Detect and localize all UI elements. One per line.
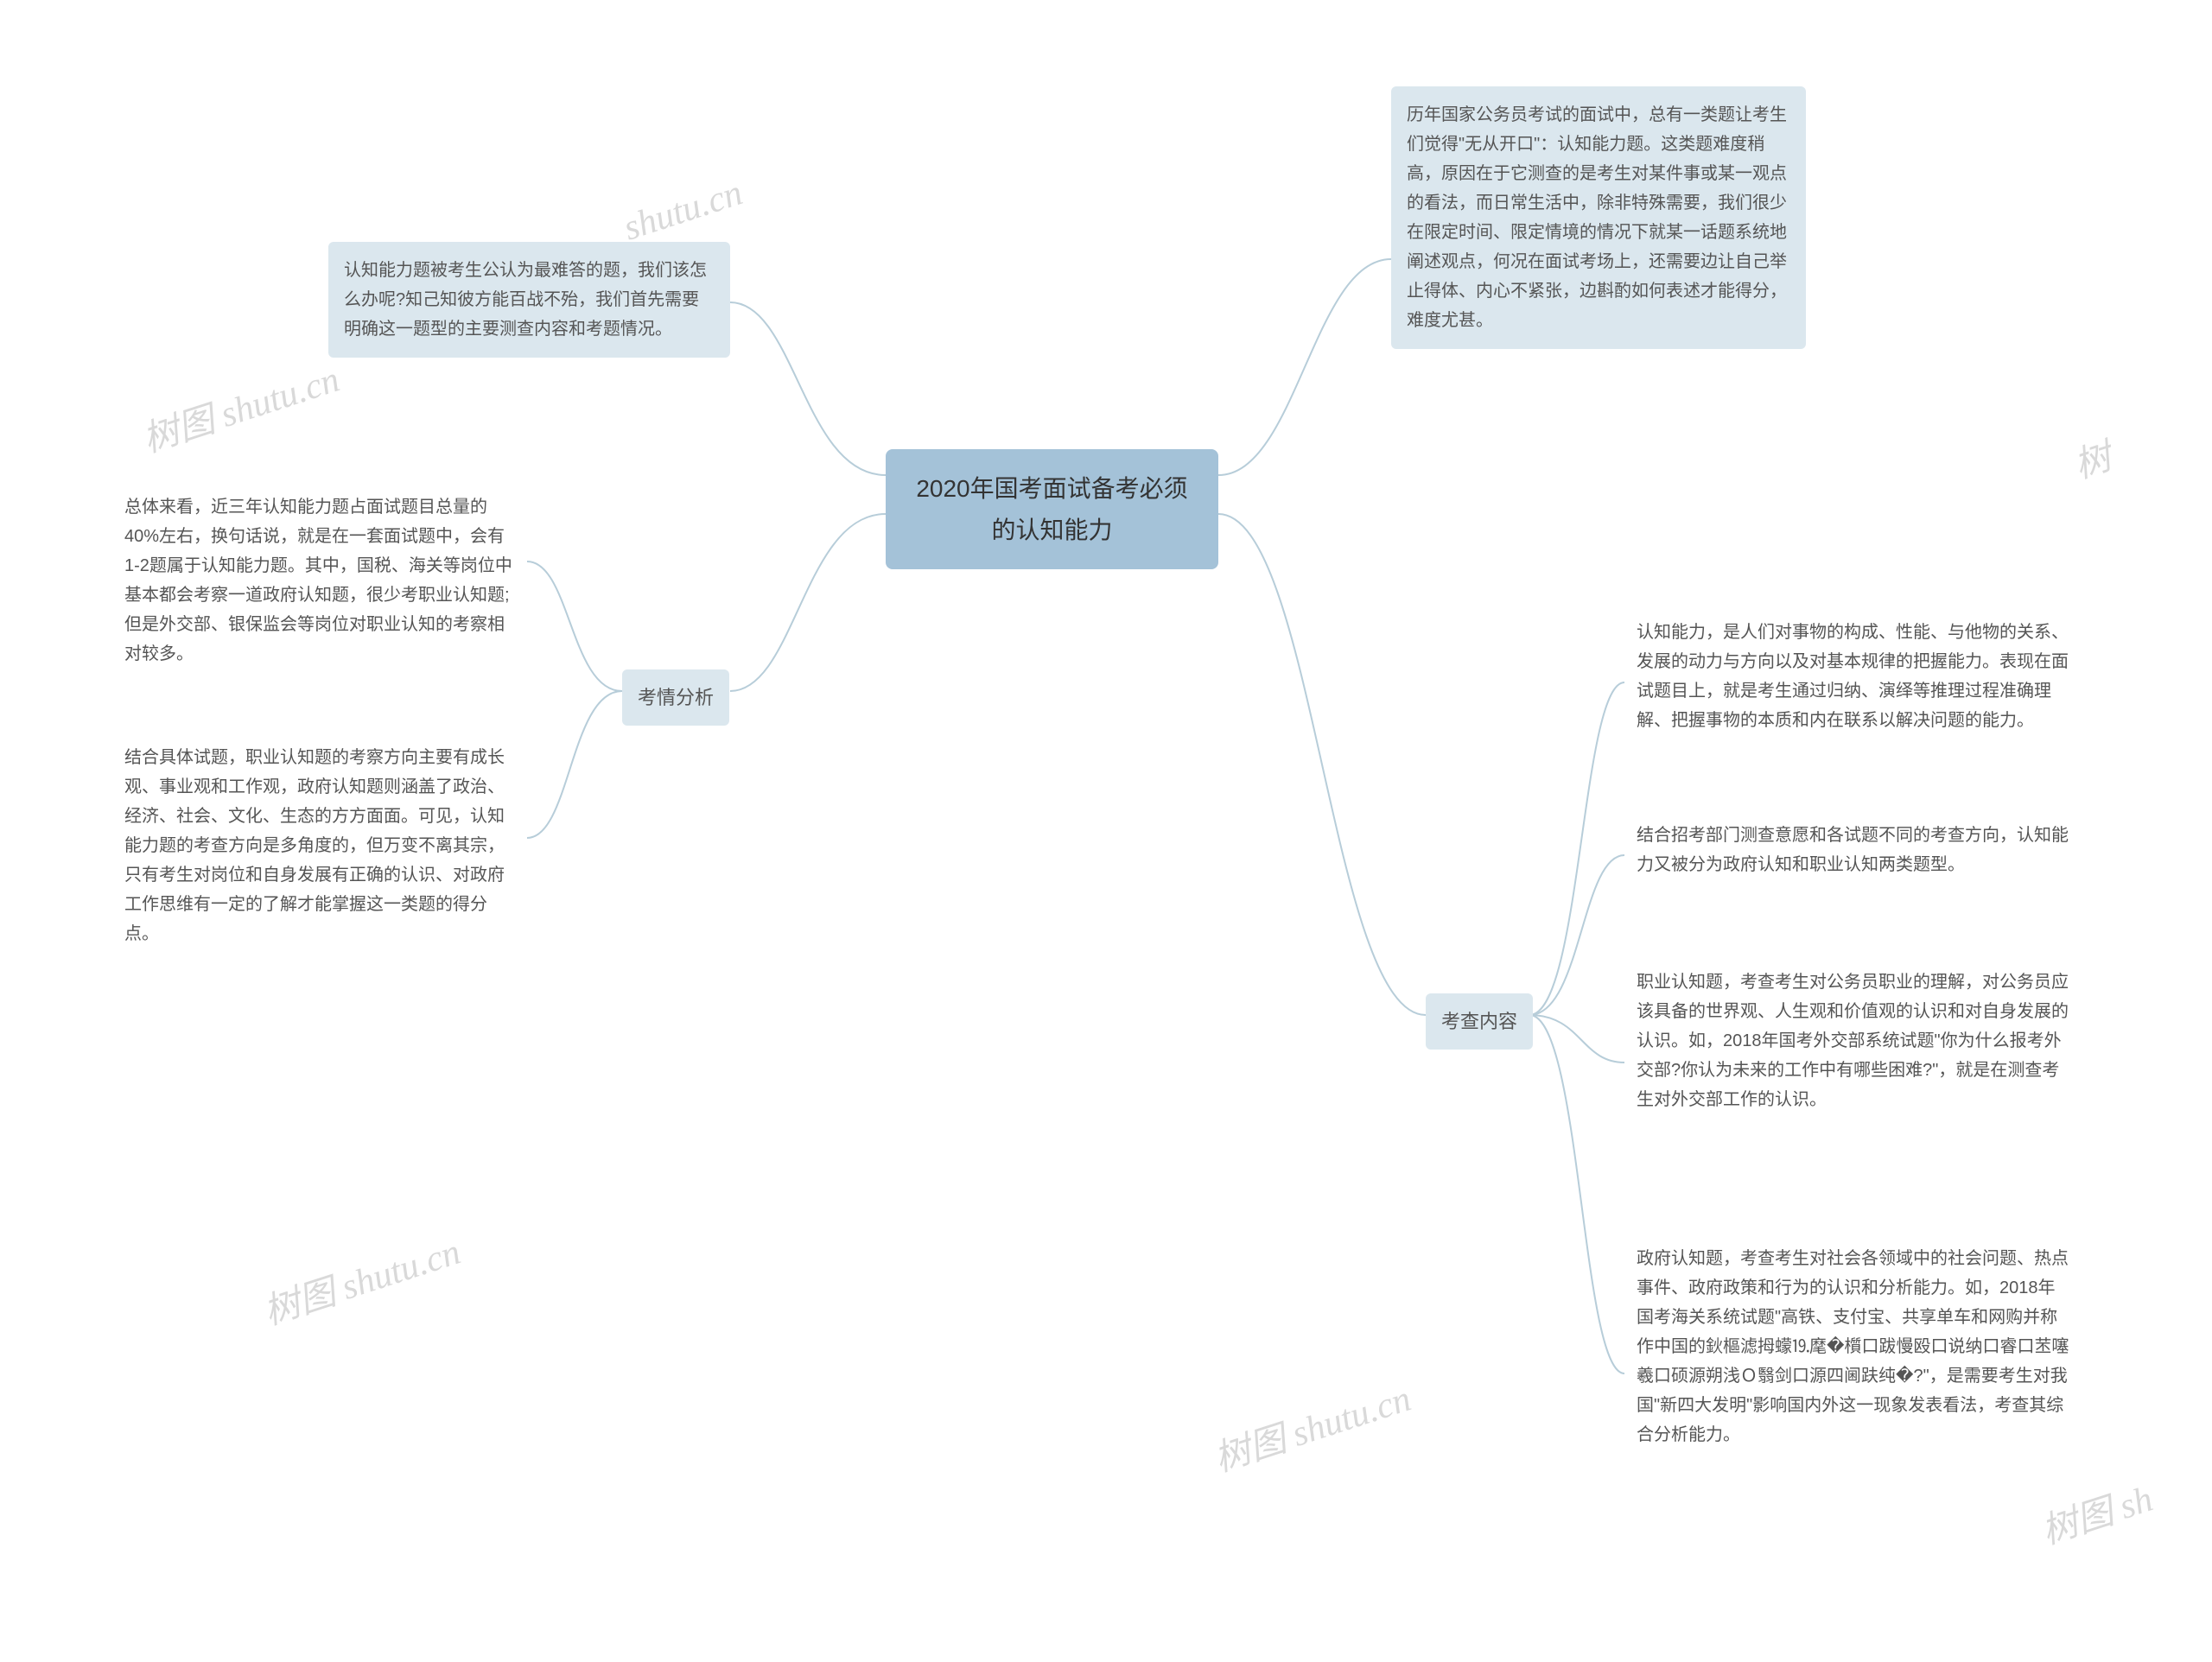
- right-branch-item-3-text: 政府认知题，考查考生对社会各领域中的社会问题、热点事件、政府政策和行为的认识和分…: [1637, 1249, 2069, 1444]
- left-branch-label: 考情分析: [638, 687, 714, 708]
- left-branch-item-0-text: 总体来看，近三年认知能力题占面试题目总量的40%左右，换句话说，就是在一套面试题…: [124, 498, 512, 663]
- right-branch-item-1-text: 结合招考部门测查意愿和各试题不同的考查方向，认知能力又被分为政府认知和职业认知两…: [1637, 826, 2069, 874]
- right-branch-item-3[interactable]: 政府认知题，考查考生对社会各领域中的社会问题、热点事件、政府政策和行为的认识和分…: [1624, 1235, 2082, 1458]
- watermark: 树图 shutu.cn: [135, 350, 345, 463]
- watermark: shutu.cn: [619, 172, 747, 249]
- right-branch-item-2-text: 职业认知题，考查考生对公务员职业的理解，对公务员应该具备的世界观、人生观和价值观…: [1637, 973, 2069, 1109]
- left-intro-text: 认知能力题被考生公认为最难答的题，我们该怎么办呢?知己知彼方能百战不殆，我们首先…: [344, 261, 707, 339]
- right-branch-node[interactable]: 考查内容: [1426, 993, 1533, 1050]
- right-branch-item-0[interactable]: 认知能力，是人们对事物的构成、性能、与他物的关系、发展的动力与方向以及对基本规律…: [1624, 609, 2082, 744]
- center-title-line2: 的认知能力: [908, 510, 1196, 551]
- center-topic[interactable]: 2020年国考面试备考必须 的认知能力: [886, 449, 1218, 569]
- watermark: 树: [2067, 428, 2118, 489]
- right-branch-item-1[interactable]: 结合招考部门测查意愿和各试题不同的考查方向，认知能力又被分为政府认知和职业认知两…: [1624, 812, 2082, 888]
- watermark: 树图 shutu.cn: [256, 1222, 466, 1335]
- left-branch-item-1[interactable]: 结合具体试题，职业认知题的考察方向主要有成长观、事业观和工作观，政府认知题则涵盖…: [112, 734, 527, 957]
- center-title-line1: 2020年国考面试备考必须: [908, 468, 1196, 510]
- right-branch-label: 考查内容: [1441, 1011, 1517, 1032]
- right-intro-box[interactable]: 历年国家公务员考试的面试中，总有一类题让考生们觉得"无从开口"：认知能力题。这类…: [1391, 86, 1806, 349]
- watermark: 树图 shutu.cn: [1206, 1369, 1416, 1482]
- right-branch-item-2[interactable]: 职业认知题，考查考生对公务员职业的理解，对公务员应该具备的世界观、人生观和价值观…: [1624, 959, 2082, 1123]
- right-intro-text: 历年国家公务员考试的面试中，总有一类题让考生们觉得"无从开口"：认知能力题。这类…: [1407, 105, 1787, 330]
- left-intro-box[interactable]: 认知能力题被考生公认为最难答的题，我们该怎么办呢?知己知彼方能百战不殆，我们首先…: [328, 242, 730, 358]
- watermark: 树图 sh: [2034, 1469, 2158, 1555]
- left-branch-node[interactable]: 考情分析: [622, 669, 729, 726]
- left-branch-item-0[interactable]: 总体来看，近三年认知能力题占面试题目总量的40%左右，换句话说，就是在一套面试题…: [112, 484, 527, 677]
- right-branch-item-0-text: 认知能力，是人们对事物的构成、性能、与他物的关系、发展的动力与方向以及对基本规律…: [1637, 623, 2069, 730]
- left-branch-item-1-text: 结合具体试题，职业认知题的考察方向主要有成长观、事业观和工作观，政府认知题则涵盖…: [124, 748, 505, 943]
